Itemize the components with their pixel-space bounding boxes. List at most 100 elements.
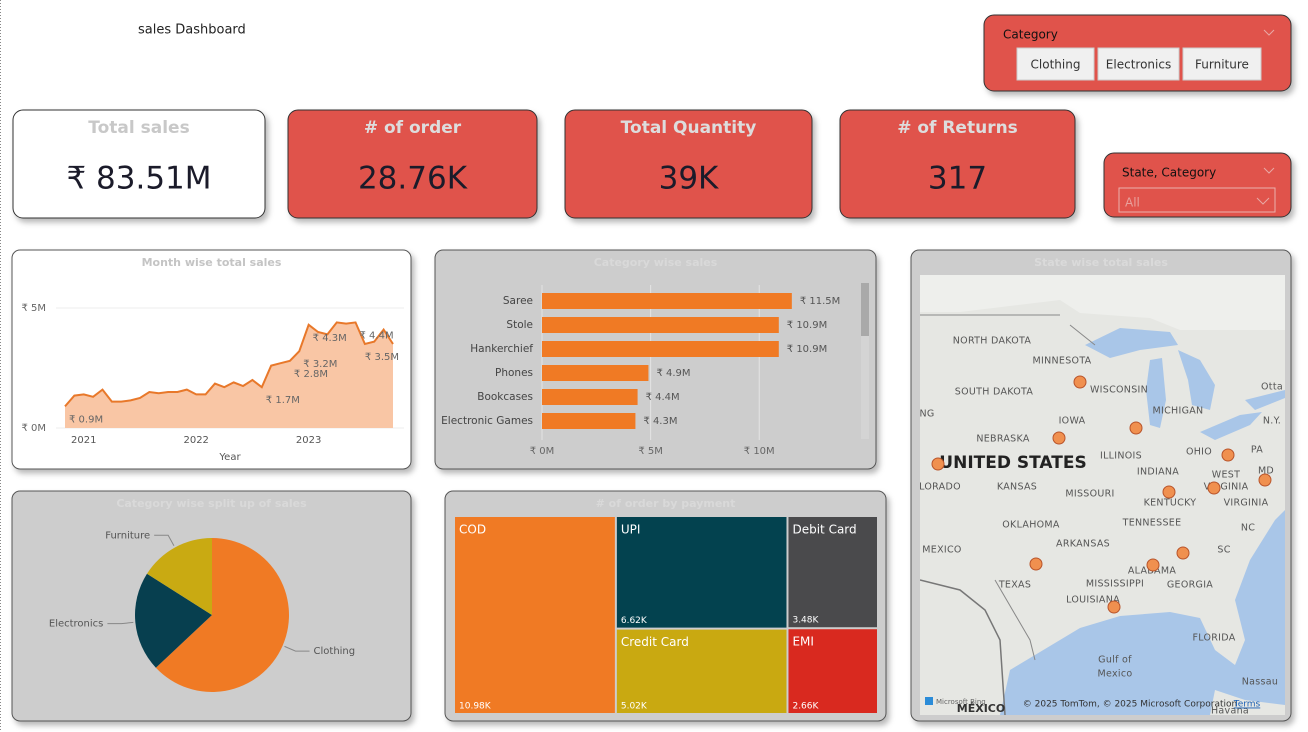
kpi-title: # of Returns bbox=[897, 118, 1018, 138]
map-label: SOUTH DAKOTA bbox=[955, 387, 1034, 398]
tile-label: EMI bbox=[792, 635, 813, 649]
map-bubble bbox=[1162, 485, 1176, 499]
map-bubble bbox=[1146, 558, 1160, 572]
slicer-item[interactable]: Clothing bbox=[1031, 58, 1081, 72]
map-label: LORADO bbox=[919, 482, 961, 493]
bar bbox=[542, 413, 636, 429]
map-label: MISSISSIPPI bbox=[1086, 579, 1144, 590]
kpi-value: 28.76K bbox=[358, 161, 468, 197]
data-label: ₹ 11.5M bbox=[800, 296, 840, 307]
chart-title: Category wise split up of sales bbox=[116, 497, 307, 510]
map-lake bbox=[1200, 412, 1262, 440]
scrollbar[interactable] bbox=[861, 283, 869, 439]
kpi-value: 317 bbox=[928, 161, 987, 197]
map-terms[interactable]: Terms bbox=[1233, 700, 1261, 710]
map-bubble bbox=[1221, 448, 1235, 462]
dropdown-value[interactable]: All bbox=[1125, 196, 1140, 210]
y-tick-label: Saree bbox=[503, 295, 533, 307]
map-bubble bbox=[1258, 473, 1272, 487]
map-canvas: NORTH DAKOTA MINNESOTA WISCONSIN SOUTH D… bbox=[919, 275, 1285, 715]
data-label: ₹ 3.5M bbox=[365, 352, 399, 363]
kpi-title: Total Quantity bbox=[621, 118, 757, 138]
chart-title: Category wise sales bbox=[594, 256, 718, 269]
pie-slice bbox=[146, 538, 212, 615]
tile-value: 6.62K bbox=[621, 616, 648, 626]
map-label: MISSOURI bbox=[1065, 489, 1114, 500]
map-label: OHIO bbox=[1186, 447, 1212, 458]
slicer-item[interactable]: Furniture bbox=[1195, 58, 1249, 72]
slicer-chevron bbox=[1263, 29, 1275, 36]
x-tick-label: 2023 bbox=[296, 435, 321, 446]
dropdown[interactable] bbox=[1118, 187, 1276, 213]
map-label: Nassau bbox=[1242, 677, 1278, 688]
y-tick-label: ₹ 5M bbox=[21, 303, 46, 314]
map-label: KENTUCKY bbox=[1144, 498, 1197, 509]
map-lake bbox=[1146, 358, 1166, 428]
x-tick-label: 2021 bbox=[71, 435, 96, 446]
treemap-tile bbox=[788, 629, 877, 713]
map-label: TEXAS bbox=[998, 580, 1031, 591]
slicer-panel bbox=[1103, 152, 1292, 218]
tile-value: 10.98K bbox=[459, 702, 492, 712]
map-label: Mexico bbox=[1098, 669, 1133, 680]
line bbox=[64, 321, 394, 408]
map-label: NORTH DAKOTA bbox=[953, 336, 1032, 347]
data-label: ₹ 4.3M bbox=[643, 416, 677, 427]
kpi-title: Total sales bbox=[88, 118, 189, 138]
slicer-title: State, Category bbox=[1122, 166, 1216, 180]
page-title: sales Dashboard bbox=[138, 23, 246, 38]
map-label: ILLINOIS bbox=[1100, 451, 1142, 462]
map-bubble bbox=[931, 457, 945, 471]
kpi-card bbox=[287, 109, 538, 219]
y-tick-label: Stole bbox=[506, 319, 533, 331]
x-tick-label: ₹ 0M bbox=[530, 446, 555, 457]
map-bubble bbox=[1073, 375, 1087, 389]
chart-title: Month wise total sales bbox=[142, 256, 282, 269]
map-label: NG bbox=[919, 409, 934, 420]
map-label: VIRGINIA bbox=[1224, 498, 1269, 509]
map-label: MÉXICO bbox=[957, 702, 1005, 715]
map-label: WISCONSIN bbox=[1090, 385, 1148, 396]
map-label: FLORIDA bbox=[1192, 633, 1235, 644]
slicer-button[interactable] bbox=[1016, 47, 1095, 81]
map-ocean bbox=[1000, 510, 1285, 715]
data-label: ₹ 3.2M bbox=[303, 359, 337, 370]
data-label: ₹ 4.9M bbox=[656, 368, 690, 379]
tile-label: Credit Card bbox=[621, 635, 689, 649]
treemap-tile bbox=[616, 517, 787, 628]
map-label: N.Y. bbox=[1263, 416, 1281, 427]
map-label: MD bbox=[1258, 466, 1274, 477]
map-label: Otta bbox=[1261, 382, 1283, 393]
kpi-card bbox=[12, 109, 266, 219]
area bbox=[65, 322, 393, 428]
x-tick-label: ₹ 5M bbox=[638, 446, 663, 457]
map-bubbles bbox=[931, 375, 1272, 614]
map-label: Gulf of bbox=[1098, 655, 1132, 666]
pie-label: Clothing bbox=[314, 646, 356, 657]
pie-label: Furniture bbox=[105, 530, 150, 541]
slicer-item[interactable]: Electronics bbox=[1106, 58, 1171, 72]
map-label: ARKANSAS bbox=[1056, 539, 1110, 550]
data-label: ₹ 4.4M bbox=[646, 392, 680, 403]
map-canada bbox=[920, 275, 1285, 330]
map-logo-icon bbox=[925, 697, 933, 705]
tile-label: UPI bbox=[621, 523, 641, 537]
map-label: VIRGINIA bbox=[1204, 482, 1249, 493]
treemap-tile bbox=[455, 517, 615, 713]
pie-label: Electronics bbox=[49, 619, 104, 630]
slicer-button[interactable] bbox=[1097, 47, 1180, 81]
pie-slice bbox=[135, 573, 212, 668]
slicer-button[interactable] bbox=[1182, 47, 1262, 81]
map-label: WEST bbox=[1212, 470, 1240, 481]
data-label: ₹ 2.8M bbox=[294, 369, 328, 380]
data-label: ₹ 1.7M bbox=[266, 395, 300, 406]
leader-line bbox=[154, 534, 175, 547]
map-label: PA bbox=[1251, 445, 1263, 456]
data-label: ₹ 10.9M bbox=[787, 344, 827, 355]
kpi-title: # of order bbox=[364, 118, 462, 138]
kpi-card bbox=[839, 109, 1076, 219]
scrollbar-thumb[interactable] bbox=[861, 283, 869, 336]
map-bubble bbox=[1029, 557, 1043, 571]
